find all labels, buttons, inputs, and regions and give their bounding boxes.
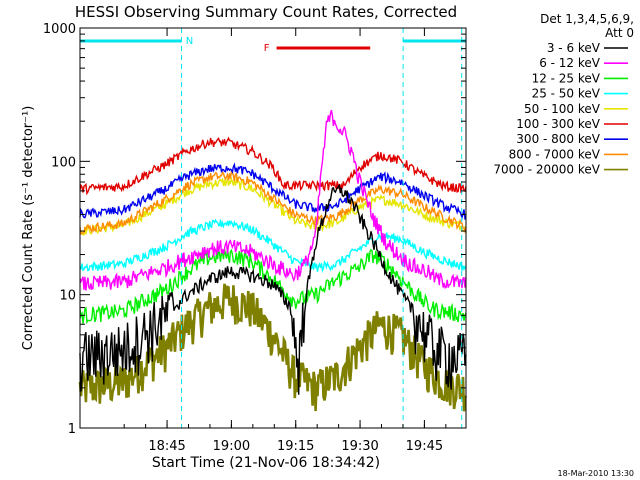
series-line-6 bbox=[79, 162, 467, 221]
plot-area: NF bbox=[78, 28, 468, 428]
x-tick-label-1: 19:00 bbox=[213, 439, 250, 454]
legend-label-3: 25 - 50 keV bbox=[532, 87, 601, 101]
series-line-5 bbox=[79, 136, 467, 196]
series-line-7 bbox=[79, 170, 467, 235]
series-line-8 bbox=[78, 283, 468, 412]
x-tick-label-4: 19:45 bbox=[406, 439, 443, 454]
y-tick-label-1: 10 bbox=[59, 289, 76, 304]
x-tick-label-0: 18:45 bbox=[148, 439, 185, 454]
series-line-0 bbox=[79, 183, 467, 395]
x-axis-label: Start Time (21-Nov-06 18:34:42) bbox=[152, 455, 380, 471]
flag-label-0: N bbox=[186, 36, 193, 47]
legend-header-detectors: Det 1,3,4,5,6,9, bbox=[540, 12, 634, 26]
legend-label-6: 300 - 800 keV bbox=[516, 132, 600, 146]
axes: 18:45 19:00 19:15 19:30 19:45 1 10 100 1000 bbox=[43, 22, 466, 454]
y-axis-label: Corrected Count Rate (s⁻¹ detector⁻¹) bbox=[21, 106, 36, 351]
series-line-3 bbox=[79, 218, 467, 274]
series-line-1 bbox=[79, 109, 467, 291]
legend-label-4: 50 - 100 keV bbox=[524, 102, 601, 116]
legend-label-7: 800 - 7000 keV bbox=[509, 147, 601, 161]
y-tick-label-2: 100 bbox=[51, 155, 76, 170]
legend-label-1: 6 - 12 keV bbox=[539, 56, 601, 70]
plot-frame bbox=[79, 27, 467, 429]
x-tick-label-3: 19:30 bbox=[341, 439, 378, 454]
legend-label-8: 7000 - 20000 keV bbox=[493, 163, 600, 177]
footer-date: 18-Mar-2010 13:30 bbox=[558, 469, 635, 478]
x-tick-label-2: 19:15 bbox=[277, 439, 314, 454]
legend-header-attenuator: Att 0 bbox=[605, 26, 634, 40]
legend-label-5: 100 - 300 keV bbox=[516, 117, 600, 131]
legend-label-2: 12 - 25 keV bbox=[532, 71, 601, 85]
flag-label-1: F bbox=[264, 43, 270, 54]
y-tick-label-3: 1000 bbox=[43, 22, 76, 37]
chart-title: HESSI Observing Summary Count Rates, Cor… bbox=[75, 3, 457, 21]
y-tick-label-0: 1 bbox=[68, 422, 76, 437]
legend-label-0: 3 - 6 keV bbox=[547, 41, 601, 55]
